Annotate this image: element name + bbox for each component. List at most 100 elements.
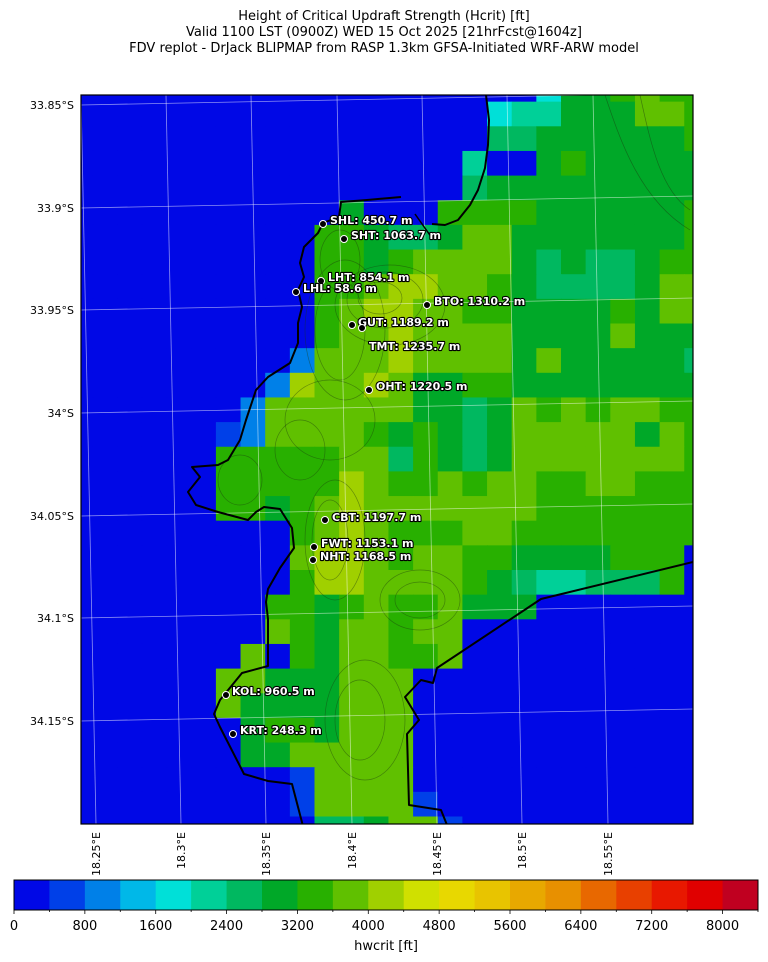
heatmap-cell (240, 224, 266, 251)
heatmap-cell (117, 372, 143, 399)
heatmap-cell (339, 717, 365, 744)
heatmap-cell (561, 643, 587, 670)
heatmap-cell (289, 471, 316, 497)
heatmap-cell (339, 643, 365, 670)
heatmap-cell (314, 767, 340, 793)
heatmap-cell (289, 570, 316, 596)
heatmap-cell (117, 446, 143, 472)
colorbar-bin (510, 880, 546, 910)
heatmap-cell (363, 126, 390, 152)
heatmap-cell (585, 200, 611, 226)
heatmap-cell (265, 791, 291, 818)
heatmap-cell (634, 446, 661, 472)
heatmap-cell (634, 643, 661, 670)
heatmap-cell (388, 520, 414, 546)
colorbar-tick-label: 0 (10, 919, 18, 934)
heatmap-cell (240, 816, 266, 824)
heatmap-cell (536, 224, 562, 251)
heatmap-cell (437, 545, 463, 571)
heatmap-cell (634, 200, 661, 226)
heatmap-cell (81, 126, 94, 152)
heatmap-cell (215, 643, 242, 670)
heatmap-cell (561, 742, 587, 768)
heatmap-cells (81, 95, 693, 824)
heatmap-cell (117, 249, 143, 275)
heatmap-cell (92, 693, 118, 719)
station-label: LHT: 854.1 m (328, 271, 409, 284)
heatmap-cell (561, 767, 587, 793)
heatmap-cell (610, 323, 636, 349)
heatmap-cell (191, 274, 217, 300)
heatmap-cell (117, 200, 143, 226)
heatmap-cell (610, 175, 636, 201)
heatmap-cell (610, 200, 636, 226)
heatmap-cell (462, 298, 488, 325)
heatmap-cell (437, 693, 463, 719)
heatmap-cell (166, 224, 192, 251)
heatmap-cell (92, 397, 118, 423)
heatmap-cell (240, 471, 266, 497)
heatmap-cell (585, 372, 611, 399)
heatmap-cell (388, 594, 414, 620)
heatmap-cell (388, 298, 414, 325)
heatmap-cell (265, 717, 291, 744)
heatmap-cell (363, 249, 390, 275)
heatmap-cell (462, 767, 488, 793)
heatmap-cell (659, 791, 685, 818)
heatmap-cell (265, 668, 291, 694)
colorbar-bin (368, 880, 405, 910)
heatmap-cell (684, 767, 693, 793)
colorbar-tick-label: 2400 (210, 919, 243, 934)
heatmap-cell (610, 693, 636, 719)
heatmap-cell (388, 668, 414, 694)
heatmap-cell (339, 200, 365, 226)
heatmap-cell (92, 200, 118, 226)
heatmap-cell (215, 224, 242, 251)
heatmap-cell (363, 101, 390, 127)
heatmap-cell (289, 717, 316, 744)
heatmap-cell (265, 816, 291, 824)
heatmap-cell (141, 348, 168, 374)
heatmap-cell (265, 446, 291, 472)
heatmap-cell (413, 791, 439, 818)
meridian-line (250, 95, 267, 824)
meridian-line (592, 95, 609, 824)
heatmap-cell (363, 397, 390, 423)
heatmap-cell (314, 545, 340, 571)
heatmap-cell (92, 816, 118, 824)
heatmap-cell (166, 545, 192, 571)
heatmap-cell (191, 126, 217, 152)
heatmap-cell (487, 175, 513, 201)
heatmap-cell (511, 150, 537, 177)
heatmap-cell (437, 348, 463, 374)
heatmap-cell (215, 717, 242, 744)
heatmap-cell (561, 471, 587, 497)
heatmap-cell (141, 471, 168, 497)
heatmap-cell (634, 742, 661, 768)
heatmap-cell (314, 693, 340, 719)
contour-line (304, 259, 386, 401)
heatmap-cell (585, 668, 611, 694)
station-cbt: CBT: 1197.7 m (321, 510, 422, 525)
heatmap-cell (684, 348, 693, 374)
contour-line (311, 499, 349, 581)
heatmap-cell (117, 594, 143, 620)
heatmap-cell (462, 619, 488, 645)
heatmap-cell (117, 717, 143, 744)
heatmap-cell (511, 570, 537, 596)
heatmap-cell (634, 348, 661, 374)
heatmap-cell (684, 126, 693, 152)
heatmap-cell (81, 594, 94, 620)
station-marker-icon (319, 220, 327, 228)
heatmap-cell (289, 224, 316, 251)
colorbar-bin (403, 880, 440, 910)
heatmap-cell (561, 249, 587, 275)
latitude-tick-label: 33.85°S (30, 99, 74, 112)
heatmap-cell (265, 175, 291, 201)
heatmap-cell (462, 95, 488, 103)
heatmap-cell (610, 274, 636, 300)
heatmap-cell (462, 791, 488, 818)
heatmap-cell (388, 175, 414, 201)
longitude-tick-label: 18.25°E (90, 832, 103, 876)
contour-line (304, 479, 366, 601)
